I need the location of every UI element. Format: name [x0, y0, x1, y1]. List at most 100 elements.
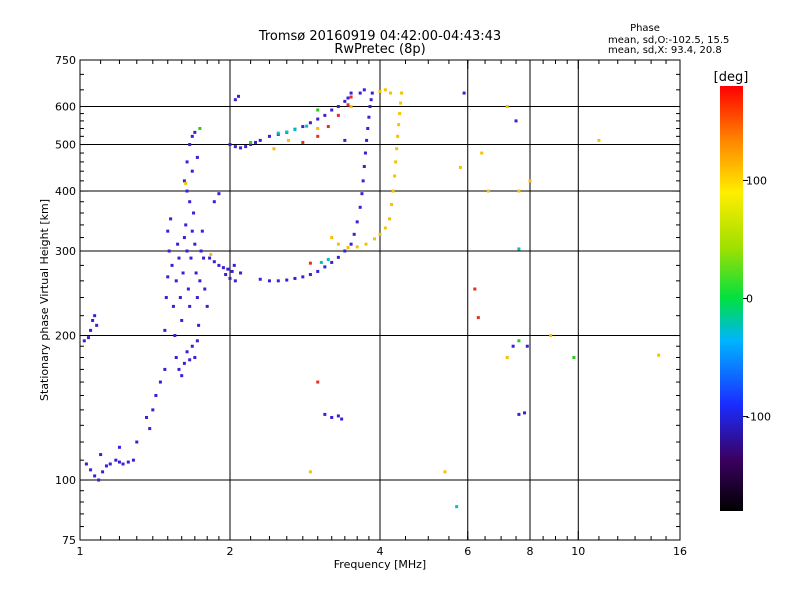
y-tick-label: 500	[55, 139, 76, 152]
data-point	[308, 273, 312, 277]
data-point	[323, 113, 327, 117]
data-point	[185, 249, 189, 253]
data-point	[336, 105, 340, 109]
data-point	[164, 296, 168, 300]
data-point	[330, 236, 334, 240]
data-point	[177, 256, 181, 260]
data-point	[224, 273, 228, 277]
data-point	[340, 417, 344, 421]
data-point	[233, 145, 237, 149]
y-tick-label: 200	[55, 330, 76, 343]
x-tick-label: 1	[77, 545, 84, 558]
data-point	[343, 249, 347, 253]
data-point	[200, 229, 204, 233]
data-point	[209, 253, 213, 257]
data-point	[217, 192, 221, 196]
data-point	[169, 217, 173, 221]
x-tick-label: 16	[673, 545, 687, 558]
data-point	[349, 91, 353, 95]
data-point	[190, 344, 194, 348]
colorbar-tick-layer: 100 0 -100	[743, 174, 771, 424]
data-point	[195, 155, 199, 159]
stats-line-x: mean, sd,X: 93.4, 20.8	[608, 45, 722, 56]
data-point	[336, 414, 340, 418]
data-point	[184, 223, 188, 227]
data-point	[388, 217, 392, 221]
data-point	[203, 287, 207, 291]
data-point	[190, 229, 194, 233]
x-tick-label: 4	[377, 545, 384, 558]
data-point	[97, 478, 101, 482]
data-point	[126, 460, 130, 464]
data-point	[308, 470, 312, 474]
data-point	[93, 474, 97, 478]
data-point	[480, 151, 484, 155]
data-point	[148, 427, 152, 431]
data-point	[91, 318, 95, 322]
data-point	[258, 138, 262, 142]
data-point	[173, 334, 177, 338]
data-point	[473, 287, 477, 291]
data-point	[316, 269, 320, 273]
data-point	[244, 145, 248, 149]
data-point	[399, 101, 403, 105]
y-tick-label: 300	[55, 245, 76, 258]
data-point	[367, 115, 371, 119]
data-point	[188, 358, 192, 362]
data-point	[188, 200, 192, 204]
data-point	[346, 246, 350, 250]
data-point	[352, 232, 356, 236]
data-point	[182, 236, 186, 240]
data-point	[326, 258, 330, 262]
y-tick-label: 75	[62, 534, 76, 547]
data-point	[86, 336, 90, 340]
data-point	[212, 260, 216, 264]
data-point	[239, 146, 243, 150]
data-point	[163, 328, 167, 332]
data-point	[178, 296, 182, 300]
data-point	[525, 344, 529, 348]
data-point	[366, 126, 370, 130]
data-point	[389, 91, 393, 95]
data-point	[349, 242, 353, 246]
data-point	[383, 226, 387, 230]
data-point	[170, 263, 174, 267]
data-point	[199, 249, 203, 253]
data-point	[293, 128, 297, 132]
data-point	[84, 462, 88, 466]
data-point	[370, 91, 374, 95]
data-point	[171, 304, 175, 308]
data-point	[249, 143, 253, 147]
data-point	[272, 147, 276, 151]
data-point	[326, 125, 330, 129]
data-point	[316, 117, 320, 121]
data-point	[286, 138, 290, 142]
data-point	[190, 134, 194, 138]
colorbar-tick-label: 0	[746, 293, 753, 306]
data-point	[346, 96, 350, 100]
data-point	[293, 276, 297, 280]
data-point	[362, 164, 366, 168]
data-point	[364, 242, 368, 246]
data-point	[239, 271, 243, 275]
data-point	[131, 458, 135, 462]
data-point	[346, 103, 350, 107]
x-tick-label: 8	[527, 545, 534, 558]
data-point	[181, 271, 185, 275]
data-point	[301, 275, 305, 279]
data-point	[198, 279, 202, 283]
data-point	[458, 165, 462, 169]
x-tick-label: 2	[227, 545, 234, 558]
data-point	[336, 113, 340, 117]
data-point	[308, 261, 312, 265]
data-point	[221, 266, 225, 270]
data-point	[185, 350, 189, 354]
data-point	[523, 411, 527, 415]
data-point	[308, 121, 312, 125]
data-point	[319, 260, 323, 264]
data-point	[108, 462, 112, 466]
data-point	[89, 468, 93, 472]
data-point	[394, 160, 398, 164]
